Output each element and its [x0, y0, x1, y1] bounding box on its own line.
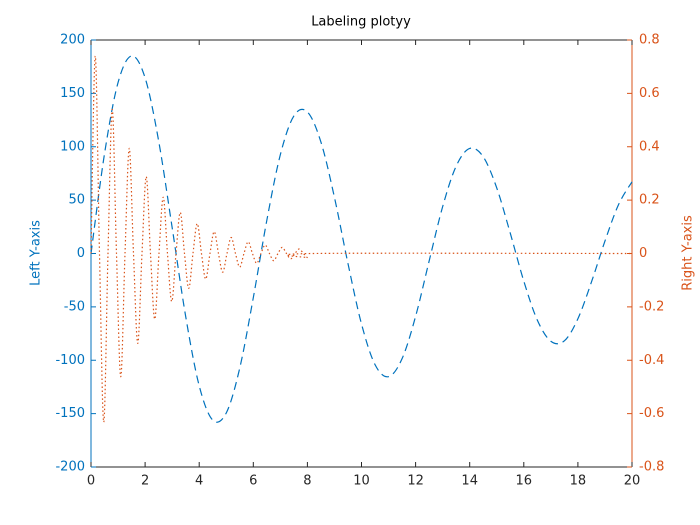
y2-tick-label: 0.2: [639, 193, 660, 208]
y-tick-label: 100: [60, 139, 85, 154]
y-tick-label: -200: [55, 460, 85, 475]
x-tick-label: 14: [461, 474, 478, 489]
y2-tick-label: 0: [639, 246, 647, 261]
y-tick-label: -100: [55, 353, 85, 368]
y2-axis-label: Right Y-axis: [681, 215, 696, 291]
chart-title: Labeling plotyy: [311, 15, 411, 30]
y-tick-label: 50: [68, 193, 85, 208]
y2-tick-label: 0.6: [639, 86, 660, 101]
x-tick-label: 2: [141, 474, 149, 489]
x-tick-label: 6: [249, 474, 257, 489]
x-tick-label: 18: [570, 474, 587, 489]
x-tick-label: 20: [624, 474, 641, 489]
y-axis-label: Left Y-axis: [29, 220, 44, 286]
data-line: [90, 55, 633, 423]
y2-tick-label: -0.8: [639, 460, 664, 475]
x-tick-label: 10: [353, 474, 370, 489]
x-tick-label: 0: [87, 474, 95, 489]
y2-tick-label: 0.4: [639, 139, 660, 154]
y2-tick-label: -0.6: [639, 406, 664, 421]
data-line: [90, 55, 633, 423]
y-tick-label: 200: [60, 33, 85, 48]
y2-tick-label: 0.8: [639, 33, 660, 48]
y-tick-label: 150: [60, 86, 85, 101]
x-tick-label: 16: [516, 474, 533, 489]
y2-tick-label: -0.2: [639, 299, 664, 314]
x-tick-label: 4: [195, 474, 203, 489]
y-tick-label: 0: [77, 246, 85, 261]
y-tick-label: -50: [64, 299, 85, 314]
x-tick-label: 8: [303, 474, 311, 489]
y-tick-label: -150: [55, 406, 85, 421]
y2-tick-label: -0.4: [639, 353, 664, 368]
x-tick-label: 12: [407, 474, 424, 489]
